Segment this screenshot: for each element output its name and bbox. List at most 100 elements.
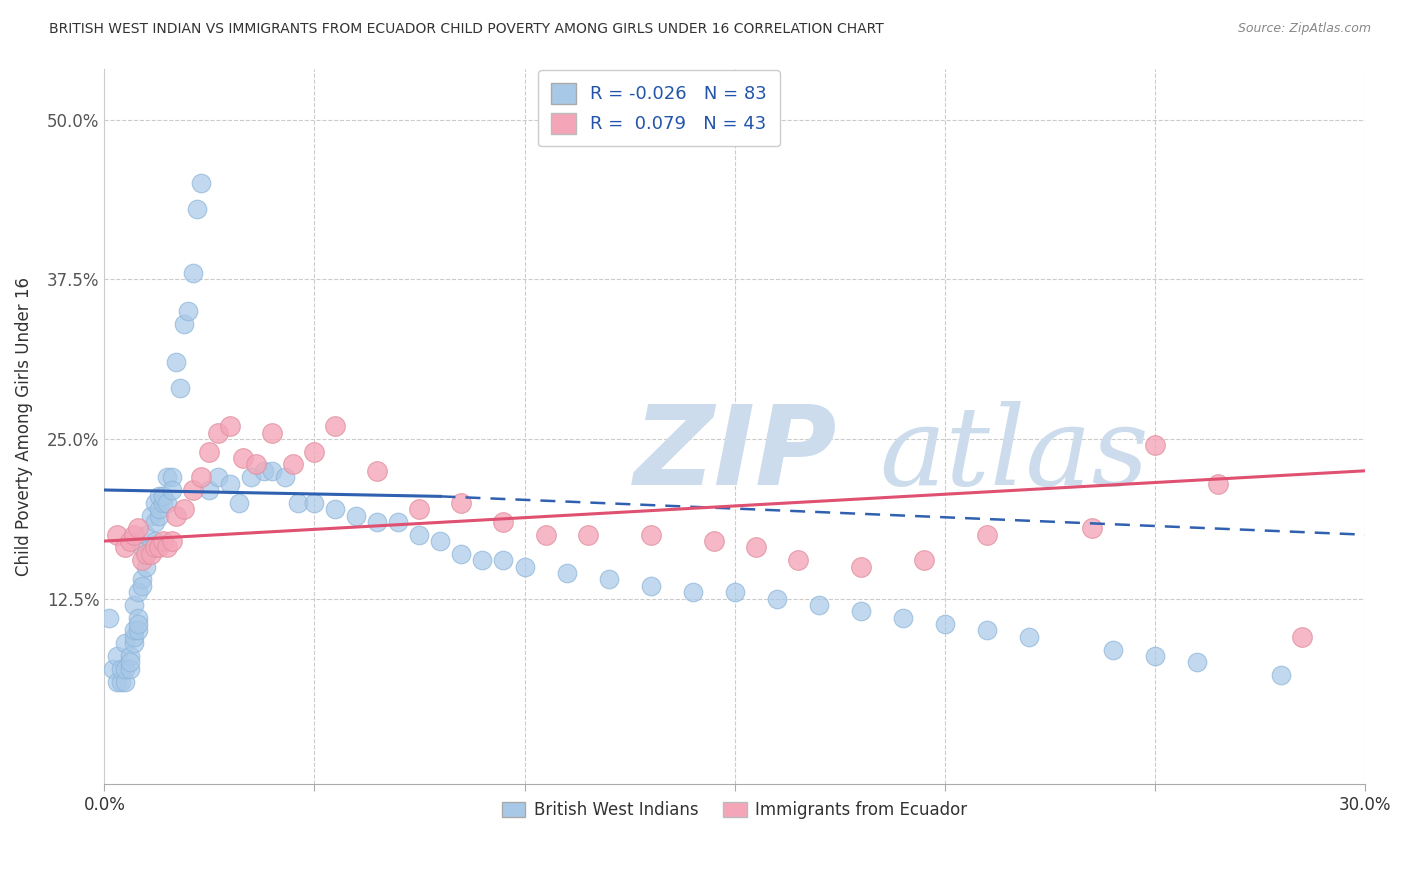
Point [240,470,263,484]
Point [135,547,157,561]
Point [148,502,170,516]
Point [219,419,242,434]
Point [110,662,132,676]
Point [135,547,157,561]
Point [156,496,179,510]
Point [912,553,935,567]
Point [408,502,430,516]
Point [105,674,128,689]
Point [105,648,128,663]
Point [1080,521,1102,535]
Point [786,553,808,567]
Point [122,527,145,541]
Point [429,534,451,549]
Point [1185,656,1208,670]
Point [1143,648,1166,663]
Point [190,470,212,484]
Point [127,624,149,638]
Point [122,636,145,650]
Point [122,624,145,638]
Point [682,585,704,599]
Point [534,527,557,541]
Point [765,591,787,606]
Point [325,419,347,434]
Point [156,541,179,555]
Text: ZIP: ZIP [634,401,837,508]
Point [122,630,145,644]
Point [190,177,212,191]
Point [849,559,872,574]
Point [148,508,170,523]
Point [723,585,745,599]
Point [139,508,162,523]
Point [143,496,166,510]
Point [346,508,368,523]
Point [849,604,872,618]
Point [207,425,229,440]
Point [131,579,153,593]
Point [1206,476,1229,491]
Point [471,553,494,567]
Point [274,470,297,484]
Point [97,610,120,624]
Point [131,553,153,567]
Point [114,541,136,555]
Point [198,483,221,497]
Point [703,534,725,549]
Point [262,425,284,440]
Point [152,489,174,503]
Text: BRITISH WEST INDIAN VS IMMIGRANTS FROM ECUADOR CHILD POVERTY AMONG GIRLS UNDER 1: BRITISH WEST INDIAN VS IMMIGRANTS FROM E… [49,22,884,37]
Point [555,566,578,580]
Point [143,541,166,555]
Point [450,547,472,561]
Point [143,515,166,529]
Point [450,496,472,510]
Point [232,451,254,466]
Point [127,610,149,624]
Point [976,527,998,541]
Point [576,527,599,541]
Point [198,444,221,458]
Point [177,304,200,318]
Point [118,656,141,670]
Point [165,355,187,369]
Point [118,534,141,549]
Point [127,617,149,632]
Point [181,483,204,497]
Point [127,585,149,599]
Point [228,496,250,510]
Text: atlas: atlas [880,401,1149,508]
Point [169,381,191,395]
Point [160,483,183,497]
Point [186,202,208,216]
Point [127,521,149,535]
Point [219,476,242,491]
Point [598,573,620,587]
Point [114,636,136,650]
Point [513,559,536,574]
Point [1018,630,1040,644]
Point [139,541,162,555]
Point [122,598,145,612]
Point [287,496,309,510]
Point [325,502,347,516]
Point [152,534,174,549]
Point [253,464,276,478]
Point [245,458,267,472]
Point [1270,668,1292,682]
Point [156,470,179,484]
Point [131,541,153,555]
Point [143,534,166,549]
Point [1291,630,1313,644]
Point [101,662,124,676]
Point [640,579,662,593]
Point [640,527,662,541]
Point [114,662,136,676]
Point [118,662,141,676]
Point [976,624,998,638]
Point [160,534,183,549]
Point [173,317,195,331]
Point [1101,642,1123,657]
Point [114,674,136,689]
Point [110,674,132,689]
